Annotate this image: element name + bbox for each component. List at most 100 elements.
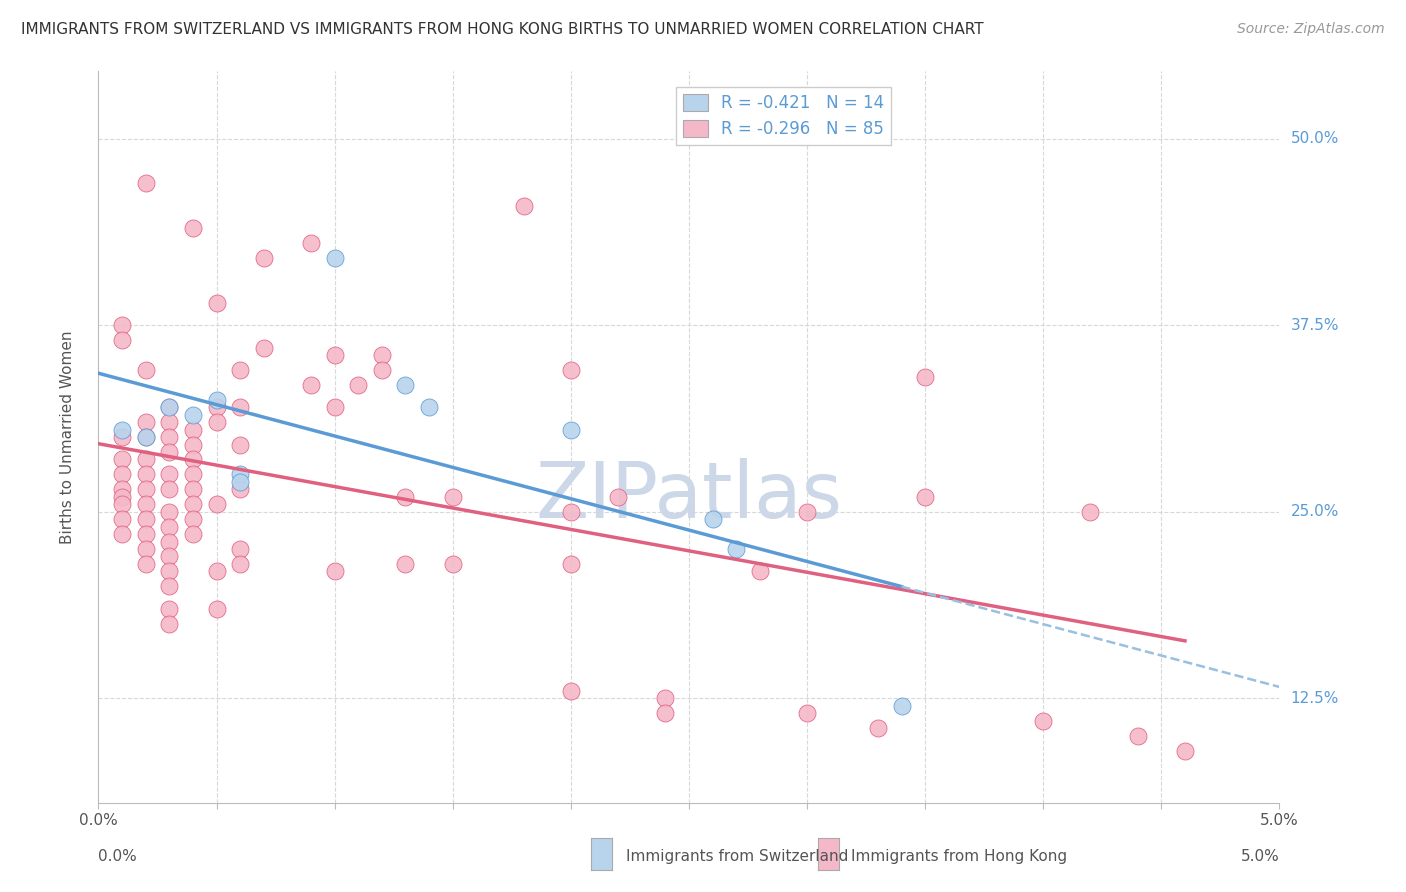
Point xyxy=(748,565,770,579)
Point xyxy=(181,423,204,437)
Point xyxy=(205,601,228,615)
Point xyxy=(157,445,180,459)
Point xyxy=(229,483,252,497)
Point xyxy=(205,565,228,579)
Point xyxy=(157,616,180,631)
Point xyxy=(157,401,180,415)
Point xyxy=(135,527,157,541)
Text: 0.0%: 0.0% xyxy=(98,849,138,863)
Point xyxy=(157,519,180,533)
Point xyxy=(323,251,346,265)
Point xyxy=(181,437,204,451)
Point xyxy=(135,452,157,467)
Point xyxy=(205,415,228,429)
Point xyxy=(111,423,134,437)
Point xyxy=(560,363,582,377)
Text: ZIPatlas: ZIPatlas xyxy=(536,458,842,533)
Point xyxy=(229,542,252,557)
Point xyxy=(111,452,134,467)
Point xyxy=(205,401,228,415)
Text: Immigrants from Hong Kong: Immigrants from Hong Kong xyxy=(851,849,1067,863)
Point xyxy=(111,527,134,541)
Point xyxy=(157,505,180,519)
Point xyxy=(157,565,180,579)
Point xyxy=(725,542,748,557)
Point xyxy=(157,579,180,593)
Point xyxy=(135,542,157,557)
Point xyxy=(323,348,346,362)
Text: IMMIGRANTS FROM SWITZERLAND VS IMMIGRANTS FROM HONG KONG BIRTHS TO UNMARRIED WOM: IMMIGRANTS FROM SWITZERLAND VS IMMIGRANT… xyxy=(21,22,984,37)
Point xyxy=(111,483,134,497)
Point xyxy=(654,706,676,721)
Point xyxy=(135,430,157,444)
Point xyxy=(135,557,157,571)
Point xyxy=(181,221,204,235)
Point xyxy=(229,363,252,377)
Point xyxy=(299,377,322,392)
Point xyxy=(418,401,440,415)
Point xyxy=(560,683,582,698)
Point xyxy=(135,415,157,429)
Point xyxy=(371,348,394,362)
Point xyxy=(111,490,134,504)
Point xyxy=(157,483,180,497)
Point xyxy=(1032,714,1054,728)
Point xyxy=(229,467,252,482)
Point xyxy=(181,527,204,541)
Point xyxy=(135,430,157,444)
Point xyxy=(229,475,252,489)
Point xyxy=(253,251,276,265)
Point xyxy=(229,557,252,571)
Point xyxy=(323,565,346,579)
Point xyxy=(347,377,370,392)
Point xyxy=(890,698,912,713)
Point xyxy=(205,392,228,407)
Point xyxy=(111,430,134,444)
Point xyxy=(323,401,346,415)
Point xyxy=(135,497,157,511)
Point xyxy=(135,467,157,482)
Point xyxy=(181,408,204,422)
Point xyxy=(111,318,134,332)
Point xyxy=(157,415,180,429)
Point xyxy=(914,490,936,504)
Text: 50.0%: 50.0% xyxy=(1291,131,1339,146)
Point xyxy=(607,490,630,504)
Point xyxy=(866,721,889,735)
Point xyxy=(181,512,204,526)
Point xyxy=(1080,505,1102,519)
Point xyxy=(229,437,252,451)
Point xyxy=(512,199,534,213)
Point xyxy=(111,333,134,347)
Point xyxy=(796,706,818,721)
Point xyxy=(111,467,134,482)
Point xyxy=(253,341,276,355)
Point xyxy=(157,430,180,444)
Point xyxy=(1174,743,1197,757)
Point xyxy=(560,557,582,571)
Point xyxy=(1126,729,1149,743)
Point xyxy=(135,363,157,377)
Point xyxy=(181,452,204,467)
Point xyxy=(135,177,157,191)
Text: 37.5%: 37.5% xyxy=(1291,318,1339,333)
Point xyxy=(394,490,416,504)
Point xyxy=(441,557,464,571)
Point xyxy=(229,401,252,415)
Point xyxy=(157,401,180,415)
Point xyxy=(181,467,204,482)
Point xyxy=(796,505,818,519)
Point xyxy=(205,295,228,310)
Point xyxy=(181,483,204,497)
Point xyxy=(157,534,180,549)
Point xyxy=(299,235,322,250)
Point xyxy=(157,601,180,615)
Point xyxy=(560,423,582,437)
Point xyxy=(560,505,582,519)
Text: 25.0%: 25.0% xyxy=(1291,504,1339,519)
Text: 5.0%: 5.0% xyxy=(1240,849,1279,863)
Point xyxy=(441,490,464,504)
Point xyxy=(702,512,724,526)
Text: 12.5%: 12.5% xyxy=(1291,690,1339,706)
Point xyxy=(135,512,157,526)
